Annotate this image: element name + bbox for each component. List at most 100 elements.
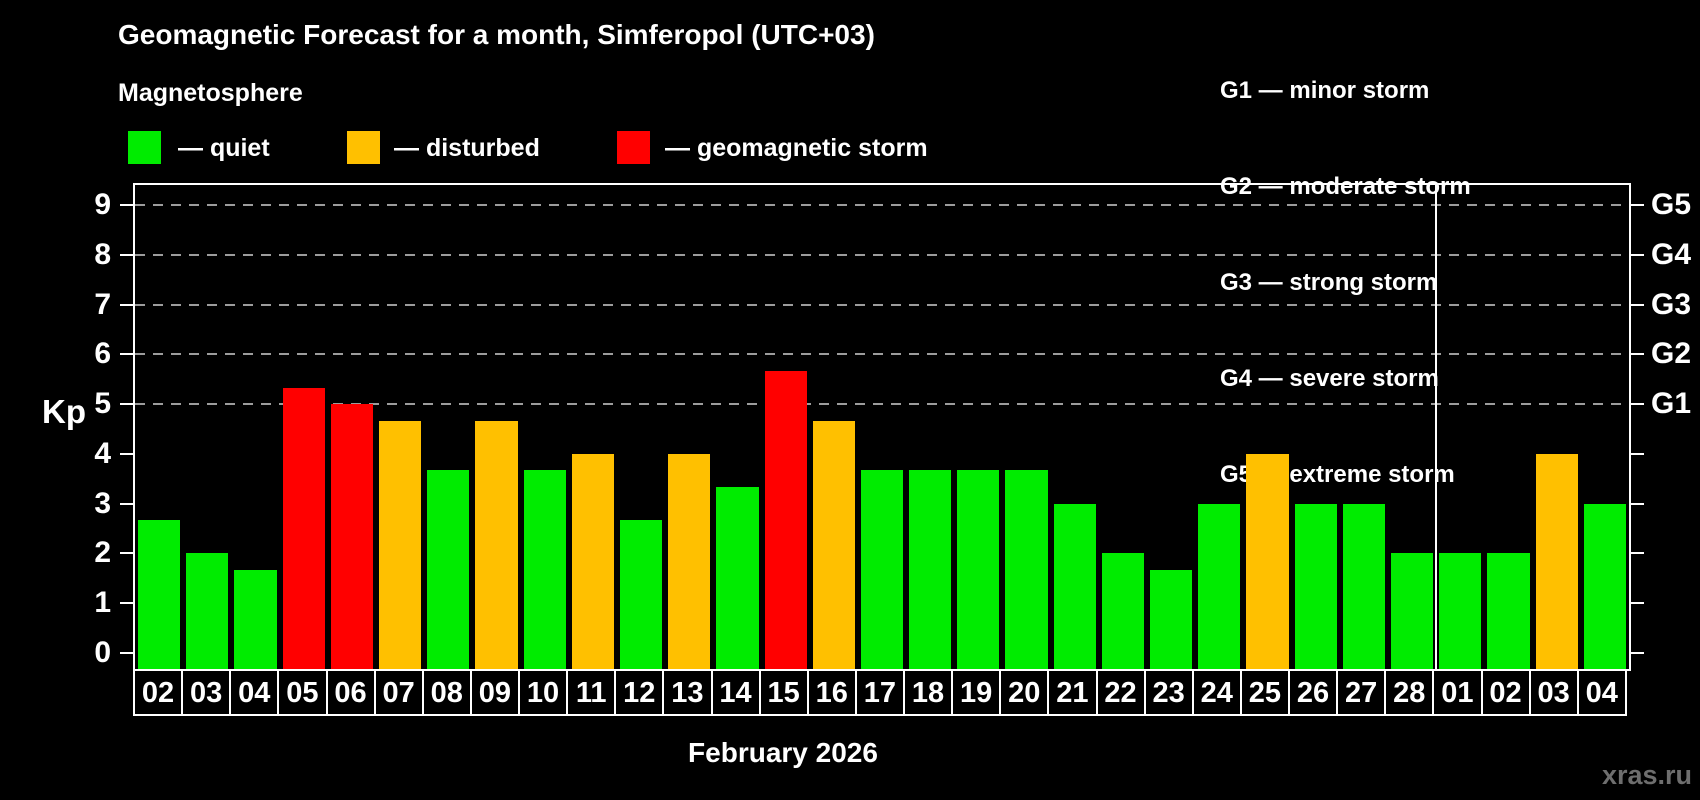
day-label-feb-19: 19 — [951, 669, 1002, 716]
day-label-feb-11: 11 — [566, 669, 617, 716]
right-tick-kp7 — [1631, 303, 1644, 306]
day-label-feb-10: 10 — [518, 669, 569, 716]
kp-bar-day-01 — [1439, 553, 1482, 669]
day-label-mar-04: 04 — [1576, 669, 1627, 716]
day-label-mar-03: 03 — [1528, 669, 1579, 716]
day-label-feb-16: 16 — [806, 669, 857, 716]
kp-bar-day-16 — [812, 420, 855, 669]
day-label-feb-24: 24 — [1191, 669, 1242, 716]
day-label-feb-03: 03 — [181, 669, 232, 716]
quiet-swatch-icon — [128, 131, 161, 164]
kp-bar-day-02 — [138, 519, 181, 669]
y-tick-label-2: 2 — [94, 536, 111, 570]
storm-scale-g1: G1 — minor storm — [1220, 77, 1430, 104]
watermark-xras: xras.ru — [1601, 760, 1692, 790]
day-label-feb-14: 14 — [710, 669, 761, 716]
kp-bar-day-24 — [1198, 503, 1241, 669]
y-tick-label-5: 5 — [94, 387, 111, 421]
kp-bar-day-09 — [475, 420, 518, 669]
storm-swatch-icon — [617, 131, 650, 164]
g-scale-label-g3: G3 — [1651, 287, 1692, 321]
day-label-feb-04: 04 — [229, 669, 280, 716]
day-label-mar-01: 01 — [1432, 669, 1483, 716]
storm-scale-g4: G4 — severe storm — [1220, 365, 1439, 392]
left-tick-kp1 — [120, 601, 133, 604]
day-label-feb-08: 08 — [421, 669, 472, 716]
left-tick-kp9 — [120, 204, 133, 207]
legend-label-quiet: — quiet — [178, 134, 270, 162]
day-label-feb-28: 28 — [1384, 669, 1435, 716]
right-tick-kp1 — [1631, 601, 1644, 604]
legend-label-storm: — geomagnetic storm — [665, 134, 928, 162]
day-label-feb-12: 12 — [614, 669, 665, 716]
page-title: Geomagnetic Forecast for a month, Simfer… — [118, 19, 875, 50]
day-label-feb-25: 25 — [1239, 669, 1290, 716]
x-axis-day-labels: 02 03 04 05 06 07 08 09 10 11 12 13 14 15 16 17 18 19 20 21… — [133, 669, 1627, 716]
day-label-mar-02: 02 — [1480, 669, 1531, 716]
right-tick-kp4 — [1631, 452, 1644, 455]
day-label-feb-26: 26 — [1288, 669, 1339, 716]
y-tick-label-1: 1 — [94, 585, 111, 619]
y-gridline-kp8 — [135, 254, 1629, 257]
y-gridline-kp6 — [135, 353, 1629, 356]
legend-label-disturbed: — disturbed — [394, 134, 540, 162]
storm-scale-g3: G3 — strong storm — [1220, 269, 1438, 296]
kp-bar-day-06 — [330, 404, 373, 669]
storm-scale-g2: G2 — moderate storm — [1220, 173, 1471, 200]
day-label-feb-21: 21 — [1047, 669, 1098, 716]
day-label-feb-07: 07 — [373, 669, 424, 716]
day-label-feb-22: 22 — [1095, 669, 1146, 716]
day-label-feb-18: 18 — [903, 669, 954, 716]
g-scale-label-g4: G4 — [1651, 238, 1692, 272]
kp-bar-day-17 — [860, 470, 904, 669]
y-tick-label-9: 9 — [94, 188, 111, 222]
g-scale-label-g2: G2 — [1651, 337, 1692, 371]
left-tick-kp8 — [120, 254, 133, 257]
right-tick-kp8 — [1631, 254, 1644, 257]
month-separator-line — [1435, 185, 1438, 669]
kp-bar-day-04 — [234, 569, 277, 669]
left-tick-kp6 — [120, 353, 133, 356]
kp-bar-day-03 — [186, 553, 229, 669]
g-scale-label-g5: G5 — [1651, 188, 1692, 222]
day-label-feb-05: 05 — [277, 669, 328, 716]
kp-bar-day-28 — [1391, 553, 1434, 669]
kp-bar-day-19 — [957, 470, 1000, 669]
kp-bar-day-15 — [764, 370, 807, 669]
kp-bar-day-20 — [1005, 470, 1048, 669]
plot-area: 0 1 2 3 4 5 6 7 8 9 G1 G2 G3 G4 G5 — [94, 183, 1691, 671]
day-label-feb-20: 20 — [999, 669, 1050, 716]
storm-scale-legend: G1 — minor storm G2 — moderate storm G3 … — [1220, 11, 1471, 555]
right-tick-kp5 — [1631, 403, 1644, 406]
kp-bar-day-08 — [427, 470, 470, 669]
kp-bar-day-23 — [1150, 569, 1193, 669]
kp-bar-day-04 — [1583, 503, 1626, 669]
day-label-feb-23: 23 — [1143, 669, 1194, 716]
kp-bar-day-14 — [716, 487, 759, 669]
right-tick-kp2 — [1631, 552, 1644, 555]
y-tick-label-7: 7 — [94, 287, 111, 321]
left-tick-kp4 — [120, 452, 133, 455]
kp-bar-day-02 — [1487, 553, 1530, 669]
g-scale-label-g1: G1 — [1651, 387, 1692, 421]
left-tick-kp7 — [120, 303, 133, 306]
left-tick-kp2 — [120, 552, 133, 555]
x-axis-month-label: February 2026 — [688, 737, 878, 768]
kp-bar-day-10 — [523, 470, 566, 669]
left-tick-kp5 — [120, 403, 133, 406]
y-axis-label-kp: Kp — [42, 393, 86, 430]
kp-bar-day-25 — [1246, 453, 1289, 669]
disturbed-swatch-icon — [347, 131, 380, 164]
day-label-feb-09: 09 — [469, 669, 520, 716]
right-tick-kp6 — [1631, 353, 1644, 356]
kp-bar-day-13 — [668, 453, 711, 669]
y-gridline-kp7 — [135, 303, 1629, 306]
kp-bar-day-07 — [378, 420, 422, 669]
day-label-feb-15: 15 — [758, 669, 809, 716]
day-label-feb-17: 17 — [854, 669, 905, 716]
right-tick-kp9 — [1631, 204, 1644, 207]
y-tick-label-6: 6 — [94, 337, 111, 371]
kp-bar-day-27 — [1342, 503, 1386, 669]
right-tick-kp0 — [1631, 651, 1644, 654]
